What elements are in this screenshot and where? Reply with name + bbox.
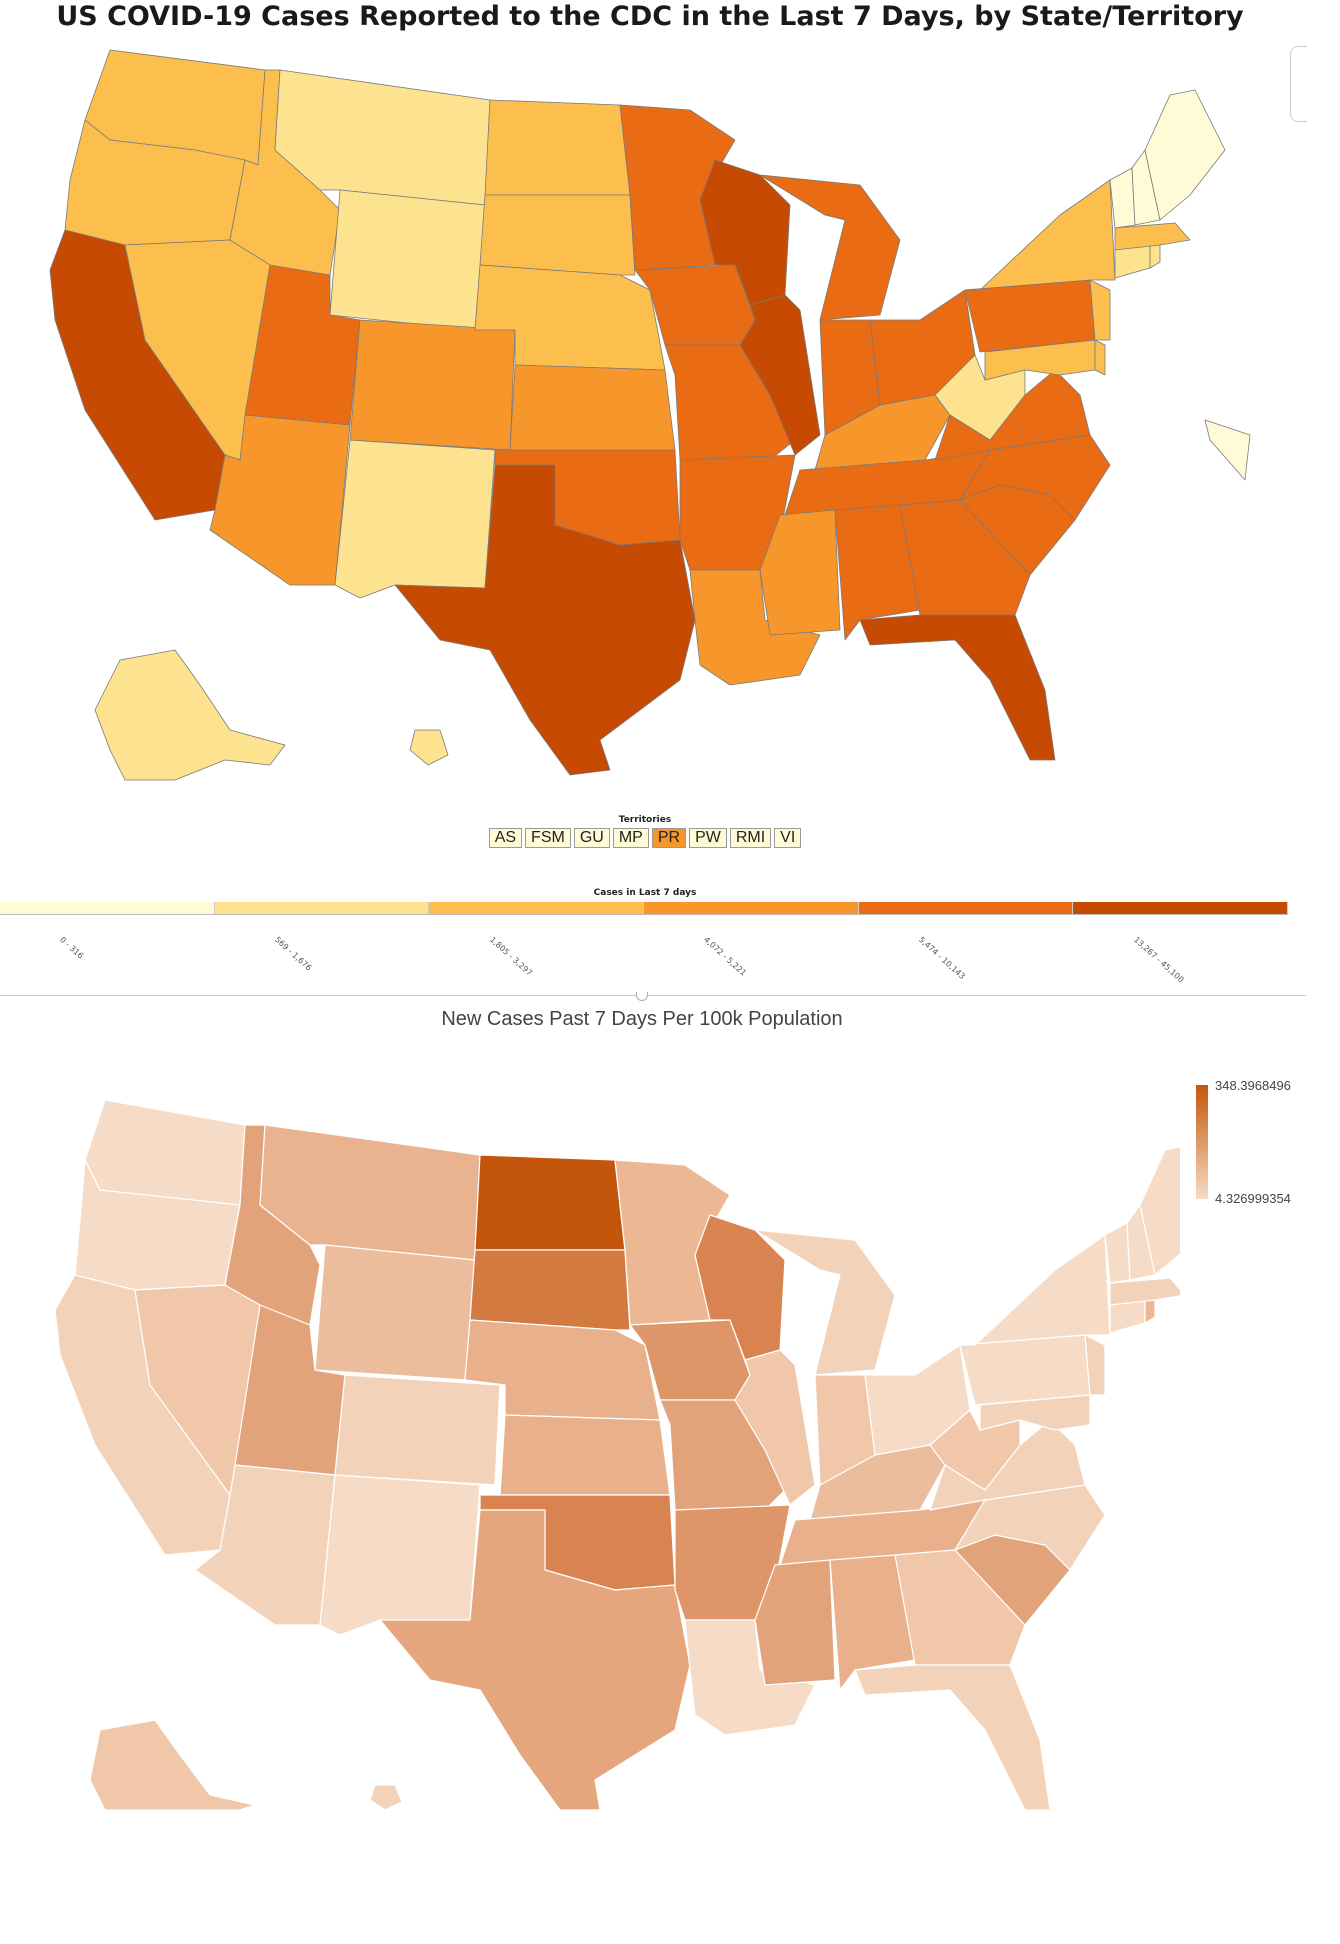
state-wyoming[interactable]	[314, 1244, 476, 1381]
territory-as[interactable]: AS	[488, 828, 523, 848]
state-maine[interactable]	[1139, 1145, 1180, 1276]
state-louisiana[interactable]	[689, 569, 821, 686]
state-washington[interactable]	[84, 1099, 246, 1206]
state-kansas[interactable]	[509, 364, 676, 451]
legend-bin-label: 0 - 316	[58, 935, 86, 961]
state-hawaii[interactable]	[409, 729, 449, 766]
state-massachusetts[interactable]	[1114, 222, 1191, 251]
state-mississippi[interactable]	[754, 1559, 836, 1686]
colorscale-bar	[1196, 1085, 1208, 1199]
territory-buttons: AS FSM GU MP PR PW RMI VI	[488, 828, 802, 848]
state-south-dakota[interactable]	[479, 194, 636, 276]
legend-color-bar	[0, 902, 1289, 915]
state-new-jersey[interactable]	[1089, 279, 1111, 341]
state-alabama[interactable]	[834, 504, 921, 641]
state-north-dakota[interactable]	[484, 99, 631, 196]
state-kansas[interactable]	[499, 1414, 671, 1496]
divider-handle[interactable]	[636, 992, 648, 1001]
colorscale-max-label: 348.3968496	[1215, 1078, 1291, 1093]
state-maine[interactable]	[1144, 89, 1226, 221]
legend-bin-label: 13,267 - 45,100	[1131, 935, 1186, 985]
territory-fsm[interactable]: FSM	[525, 828, 571, 848]
state-alaska[interactable]	[89, 1719, 256, 1810]
legend-bin-label: 1,805 - 3,297	[487, 935, 534, 978]
territory-pw[interactable]: PW	[689, 828, 727, 848]
state-alabama[interactable]	[829, 1554, 916, 1691]
state-vermont[interactable]	[1109, 167, 1136, 229]
state-louisiana[interactable]	[684, 1619, 816, 1736]
colorscale-min-label: 4.326999354	[1215, 1191, 1291, 1206]
state-georgia[interactable]	[899, 499, 1031, 616]
legend-bin-swatch	[644, 902, 859, 914]
legend-bin-label: 4,072 - 5,221	[702, 935, 749, 978]
cases-choropleth-map	[49, 49, 1251, 781]
state-texas[interactable]	[379, 1509, 691, 1810]
state-mississippi[interactable]	[759, 509, 841, 636]
state-new-jersey[interactable]	[1084, 1334, 1106, 1396]
state-west-virginia[interactable]	[929, 1409, 1021, 1491]
legend-bin-label: 5,474 - 10,143	[917, 935, 967, 982]
state-colorado[interactable]	[349, 319, 516, 451]
state-rhode-island[interactable]	[1149, 244, 1161, 269]
state-south-dakota[interactable]	[469, 1249, 631, 1331]
state-delaware[interactable]	[1094, 339, 1106, 376]
per-100k-choropleth-map	[54, 1099, 1180, 1810]
map2-title: New Cases Past 7 Days Per 100k Populatio…	[441, 1008, 843, 1030]
state-vermont[interactable]	[1104, 1222, 1131, 1284]
state-new-york[interactable]	[964, 179, 1116, 291]
territory-mp[interactable]: MP	[612, 828, 649, 848]
territory-vi[interactable]: VI	[774, 828, 802, 848]
state-michigan[interactable]	[759, 174, 901, 321]
state-florida[interactable]	[854, 1664, 1051, 1810]
state-new-mexico[interactable]	[319, 1474, 481, 1636]
state-georgia[interactable]	[894, 1549, 1026, 1666]
map-title: US COVID-19 Cases Reported to the CDC in…	[56, 1, 1244, 32]
state-new-mexico[interactable]	[334, 439, 496, 599]
territory-rmi[interactable]: RMI	[729, 828, 772, 848]
state-new-york[interactable]	[959, 1234, 1111, 1346]
state-pennsylvania[interactable]	[959, 1334, 1091, 1406]
territories-legend: Territories AS FSM GU MP PR PW RMI VI	[0, 814, 1290, 848]
territory-puerto-rico-inset[interactable]	[1204, 419, 1251, 481]
legend-bin-swatch	[858, 902, 1074, 914]
state-arizona[interactable]	[209, 414, 351, 586]
side-panel-handle[interactable]	[1290, 46, 1307, 122]
state-alaska[interactable]	[94, 649, 286, 781]
legend-bin-label: 569 - 1,676	[273, 935, 314, 973]
legend-title: Cases in Last 7 days	[593, 888, 697, 898]
territory-gu[interactable]: GU	[573, 828, 610, 848]
state-texas[interactable]	[394, 464, 696, 776]
state-rhode-island[interactable]	[1144, 1299, 1156, 1324]
state-west-virginia[interactable]	[934, 354, 1026, 441]
legend-bin-swatch	[0, 902, 215, 914]
state-connecticut[interactable]	[1114, 244, 1151, 279]
legend-bin-swatch	[214, 902, 430, 914]
legend-bin-swatch	[429, 902, 645, 914]
state-colorado[interactable]	[334, 1374, 501, 1486]
state-pennsylvania[interactable]	[964, 279, 1096, 353]
state-michigan[interactable]	[754, 1229, 896, 1376]
state-hawaii[interactable]	[369, 1784, 403, 1810]
territory-pr[interactable]: PR	[651, 828, 687, 848]
state-north-dakota[interactable]	[474, 1154, 626, 1251]
state-florida[interactable]	[859, 614, 1056, 761]
state-wyoming[interactable]	[329, 189, 486, 331]
legend-bin-swatch	[1073, 902, 1289, 914]
state-massachusetts[interactable]	[1109, 1277, 1180, 1306]
section-divider	[0, 995, 1306, 996]
territories-label: Territories	[618, 815, 672, 825]
